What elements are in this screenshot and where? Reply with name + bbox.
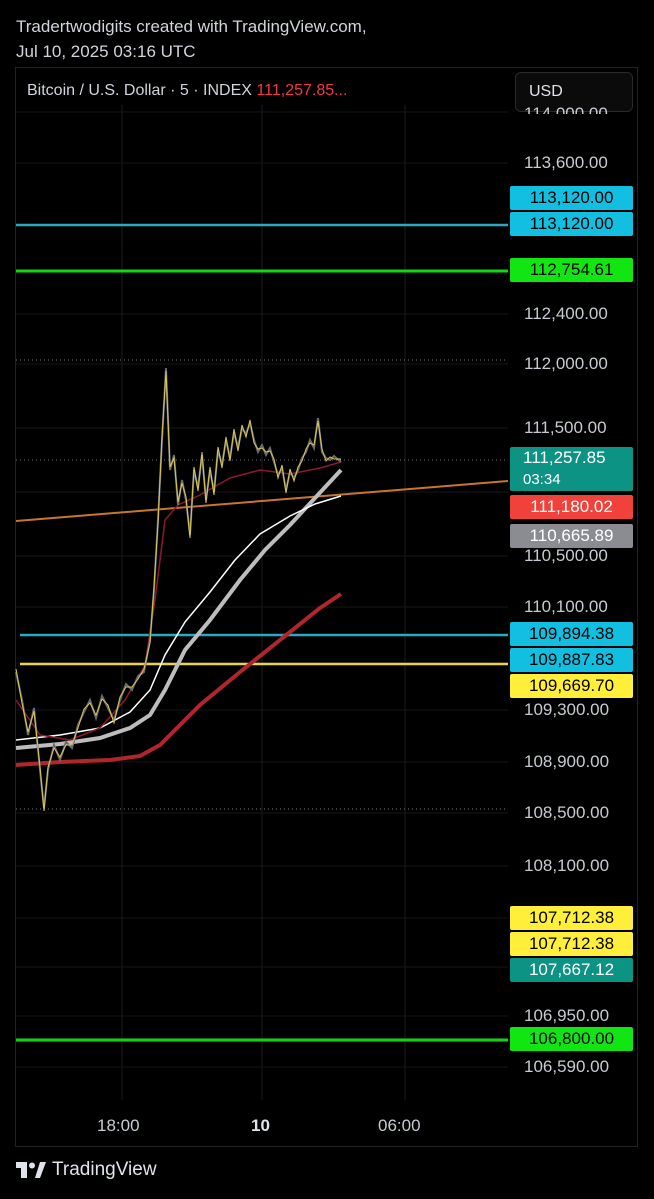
- price-tag: 107,667.12: [510, 958, 633, 982]
- y-tick-label: 110,500.00: [524, 546, 608, 565]
- y-tick-label: 109,300.00: [524, 700, 610, 719]
- x-tick-label: 06:00: [378, 1116, 421, 1135]
- price-tag: 110,665.89: [510, 524, 633, 548]
- y-tick-label: 108,900.00: [524, 752, 610, 771]
- y-tick-label: 108,100.00: [524, 856, 610, 875]
- y-tick-label: 111,500.00: [524, 418, 607, 437]
- currency-button[interactable]: USD: [515, 72, 633, 112]
- trend-line: [15, 480, 509, 522]
- chart-header: Tradertwodigits created with TradingView…: [16, 14, 367, 64]
- x-tick-label: 18:00: [97, 1116, 140, 1135]
- y-tick-label: 110,100.00: [524, 597, 608, 616]
- price-tag: 107,712.38: [510, 932, 633, 956]
- price-tag: 109,887.83: [510, 648, 633, 672]
- date-line: Jul 10, 2025 03:16 UTC: [16, 42, 196, 61]
- footer-branding[interactable]: TradingView: [16, 1159, 157, 1181]
- ema-fast-line: [15, 370, 341, 812]
- tradingview-logo-icon: [16, 1162, 46, 1178]
- y-tick-label: 114,000.00: [524, 104, 608, 114]
- y-tick-label: 112,000.00: [524, 354, 608, 373]
- price-tag: 111,257.85 03:34: [510, 447, 633, 491]
- ma-200-line: [15, 592, 343, 767]
- price-tag: 111,180.02: [510, 495, 633, 519]
- y-tick-label: 106,590.00: [524, 1057, 610, 1076]
- price-tag: 109,894.38: [510, 622, 633, 646]
- y-tick-label: 106,950.00: [524, 1006, 610, 1025]
- y-tick-label: 108,500.00: [524, 803, 610, 822]
- x-tick-label: 10: [251, 1116, 270, 1135]
- price-tag-value: 111,257.85: [523, 448, 606, 467]
- price-tag: 107,712.38: [510, 906, 633, 930]
- price-tag: 109,669.70: [510, 674, 633, 698]
- y-tick-label: 112,400.00: [524, 304, 608, 323]
- legend-price: 111,257.85...: [256, 82, 348, 99]
- footer-logo-text: TradingView: [52, 1159, 157, 1180]
- symbol-label: Bitcoin / U.S. Dollar · 5 · INDEX: [27, 82, 252, 99]
- price-tag: 112,754.61: [510, 258, 633, 282]
- symbol-legend: Bitcoin / U.S. Dollar · 5 · INDEX 111,25…: [27, 82, 347, 100]
- y-tick-label: 113,600.00: [524, 153, 608, 172]
- price-tag: 113,120.00: [510, 212, 633, 236]
- ma-100-line: [15, 468, 343, 750]
- price-tag: 113,120.00: [510, 186, 633, 210]
- price-tag: 106,800.00: [510, 1027, 633, 1051]
- price-tag-countdown: 03:34: [523, 471, 561, 488]
- ma-50-line: [15, 495, 342, 741]
- author-line: Tradertwodigits created with TradingView…: [16, 17, 367, 36]
